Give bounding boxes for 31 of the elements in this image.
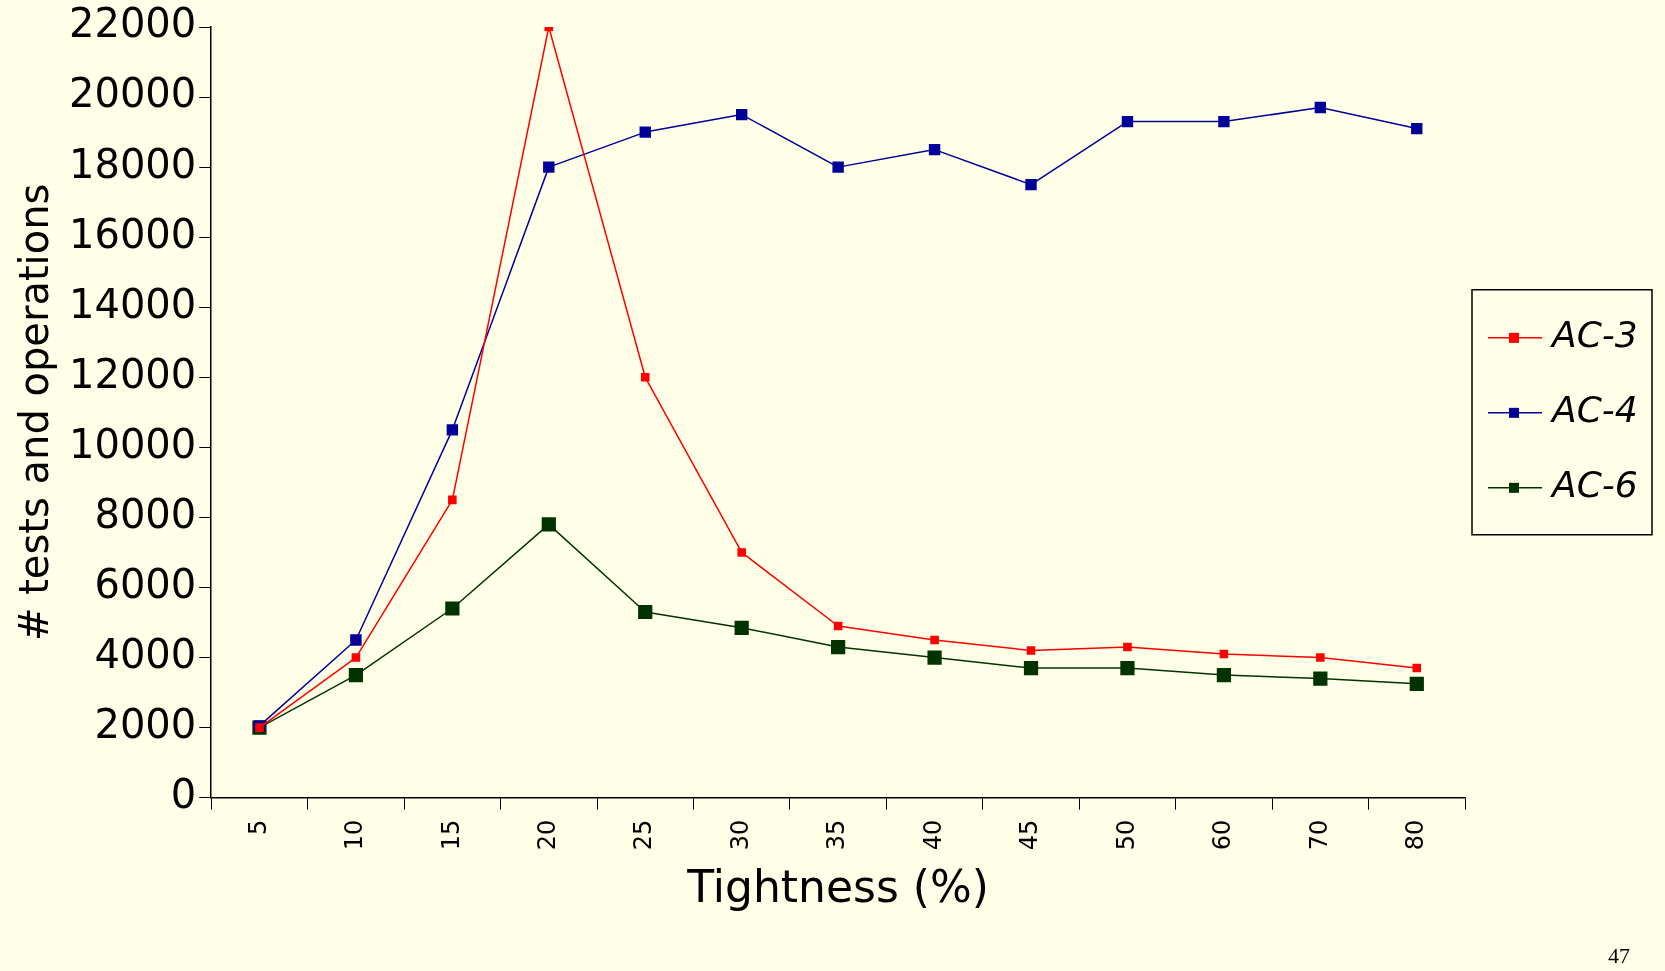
x-tick-label: 25 [629, 819, 658, 851]
y-tick-label: 20000 [69, 70, 197, 117]
x-tick-label: 40 [918, 819, 947, 851]
y-tick-label: 16000 [69, 210, 197, 257]
x-tick-label: 60 [1208, 819, 1237, 851]
x-tick-label: 80 [1401, 819, 1430, 851]
y-tick-label: 18000 [69, 140, 197, 187]
x-tick-label: 10 [340, 819, 369, 851]
legend-label: AC-6 [1550, 464, 1638, 506]
x-tick-label: 45 [1015, 819, 1044, 851]
legend-label: AC-3 [1550, 314, 1638, 356]
y-tick-label: 10000 [69, 420, 197, 467]
y-tick-label: 2000 [94, 700, 197, 747]
y-tick-label: 12000 [69, 350, 197, 397]
y-tick-label: 8000 [94, 490, 197, 537]
x-tick-label: 70 [1304, 819, 1333, 851]
y-axis-title: # tests and operations [11, 183, 58, 642]
y-tick-label: 22000 [69, 0, 197, 47]
y-tick-label: 0 [170, 771, 197, 818]
legend-label: AC-4 [1550, 389, 1638, 431]
x-tick-label: 20 [533, 819, 562, 851]
x-axis-title: Tightness (%) [686, 861, 989, 913]
y-tick-label: 14000 [69, 280, 197, 327]
x-tick-label: 50 [1111, 819, 1140, 851]
y-tick-label: 4000 [94, 630, 197, 677]
x-tick-label: 15 [436, 819, 465, 851]
text: 47 [1608, 942, 1630, 968]
y-tick-label: 6000 [94, 560, 197, 607]
x-tick-label: 5 [243, 819, 272, 835]
x-tick-label: 35 [822, 819, 851, 851]
x-tick-label: 30 [725, 819, 754, 851]
